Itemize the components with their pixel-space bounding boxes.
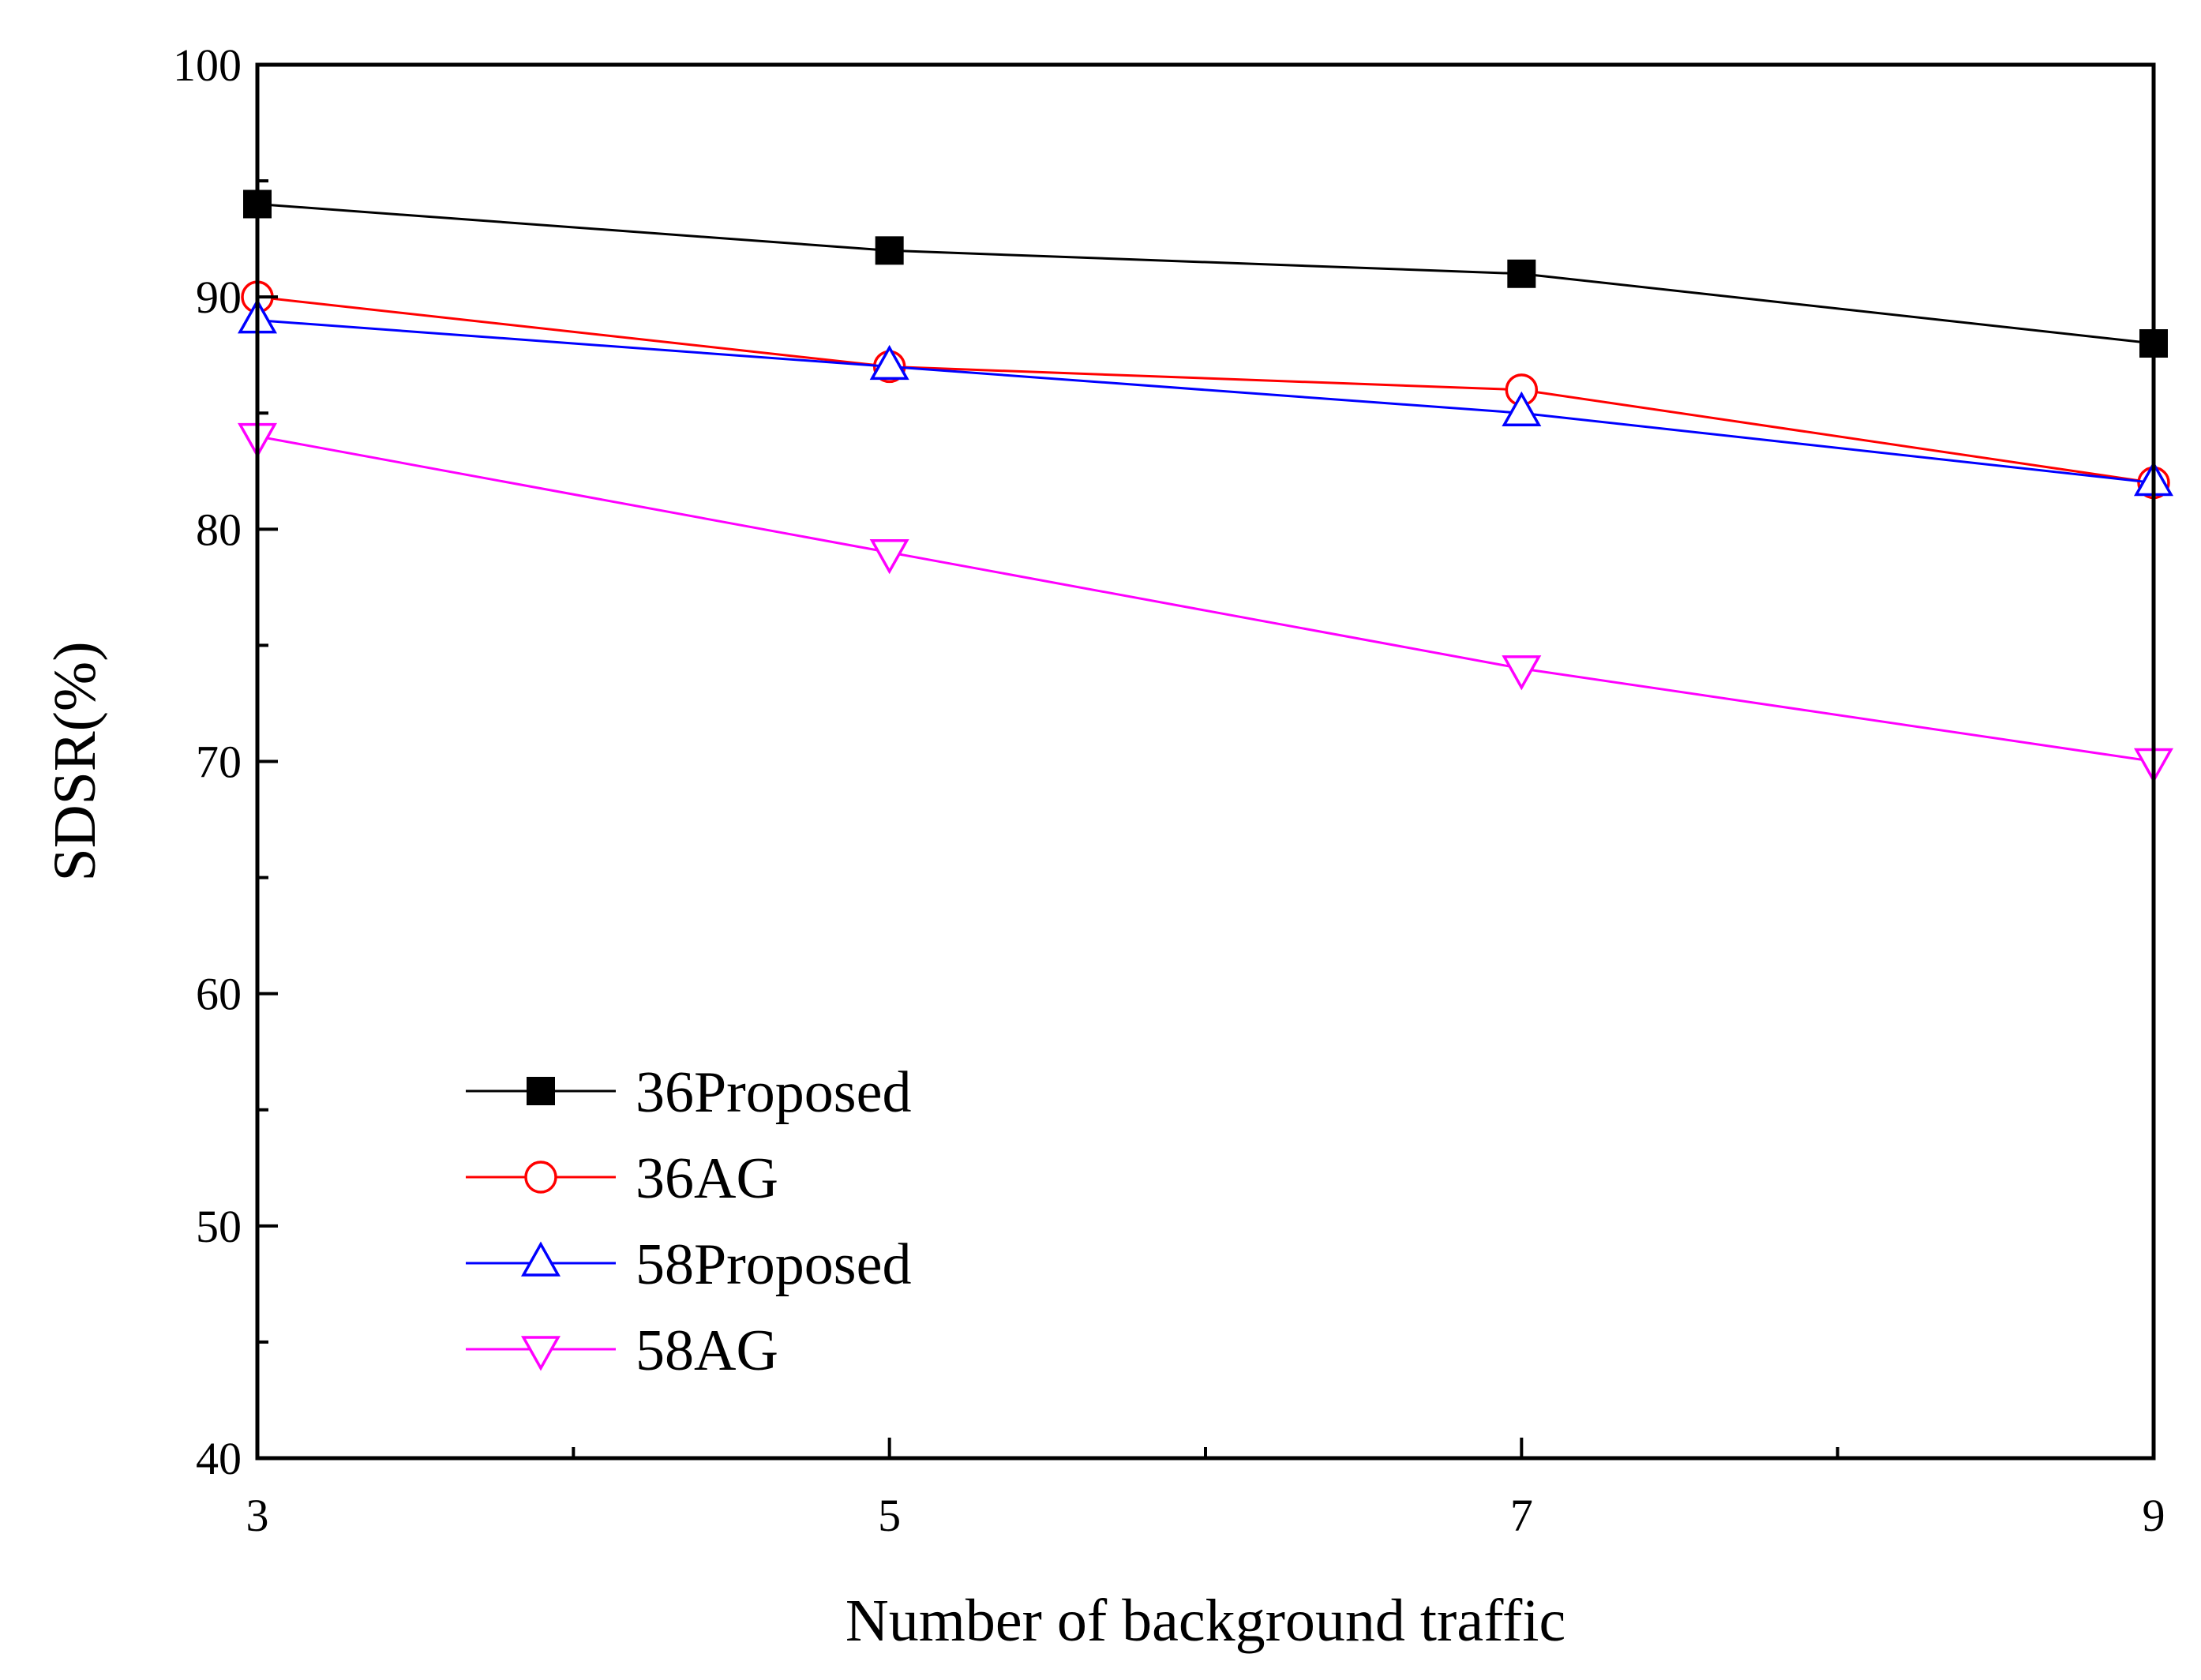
x-tick-label: 5 xyxy=(878,1490,901,1541)
y-tick-label: 90 xyxy=(196,272,242,323)
x-tick-label: 3 xyxy=(246,1490,269,1541)
y-axis-title: SDSR(%) xyxy=(42,641,108,881)
legend-marker-36proposed xyxy=(527,1077,555,1105)
series-layer xyxy=(238,189,2173,784)
x-axis-title: Number of background traffic xyxy=(846,1588,1565,1654)
y-tick-label: 50 xyxy=(196,1201,242,1252)
data-point-58ag xyxy=(869,539,909,575)
y-tick-label: 70 xyxy=(196,737,242,788)
x-tick-label: 9 xyxy=(2143,1490,2165,1541)
legend-label-36ag: 36AG xyxy=(636,1146,778,1211)
series-line-36ag xyxy=(257,295,2154,484)
legend-item-58proposed: 58Proposed xyxy=(466,1232,911,1297)
tick-labels: 40 50 60 70 80 90 100 3 5 7 9 xyxy=(173,39,2165,1541)
y-tick-label: 60 xyxy=(196,969,242,1020)
data-point-58proposed xyxy=(1502,391,1542,426)
legend-marker-58ag xyxy=(521,1336,561,1371)
y-tick-label: 40 xyxy=(196,1433,242,1484)
legend-label-36proposed: 36Proposed xyxy=(636,1060,911,1125)
legend-marker-58proposed xyxy=(521,1241,561,1277)
series-line-36proposed xyxy=(257,203,2154,345)
legend-item-58ag: 58AG xyxy=(466,1318,778,1383)
data-point-36proposed xyxy=(1507,259,1536,288)
legend-label-58ag: 58AG xyxy=(636,1318,778,1383)
series-line-58ag xyxy=(257,435,2154,763)
data-point-36proposed xyxy=(875,236,904,265)
series-line-58proposed xyxy=(257,319,2154,484)
legend-item-36proposed: 36Proposed xyxy=(466,1060,911,1125)
y-tick-label: 100 xyxy=(173,39,242,91)
legend: 36Proposed 36AG 58Proposed 58AG xyxy=(466,1060,911,1383)
legend-label-58proposed: 58Proposed xyxy=(636,1232,911,1297)
data-point-58proposed xyxy=(869,344,909,381)
y-tick-label: 80 xyxy=(196,504,242,555)
data-point-58ag xyxy=(1502,655,1542,691)
x-tick-label: 7 xyxy=(1510,1490,1533,1541)
legend-marker-36ag xyxy=(524,1161,557,1194)
axis-ticks xyxy=(256,63,2155,1460)
legend-item-36ag: 36AG xyxy=(466,1146,778,1211)
